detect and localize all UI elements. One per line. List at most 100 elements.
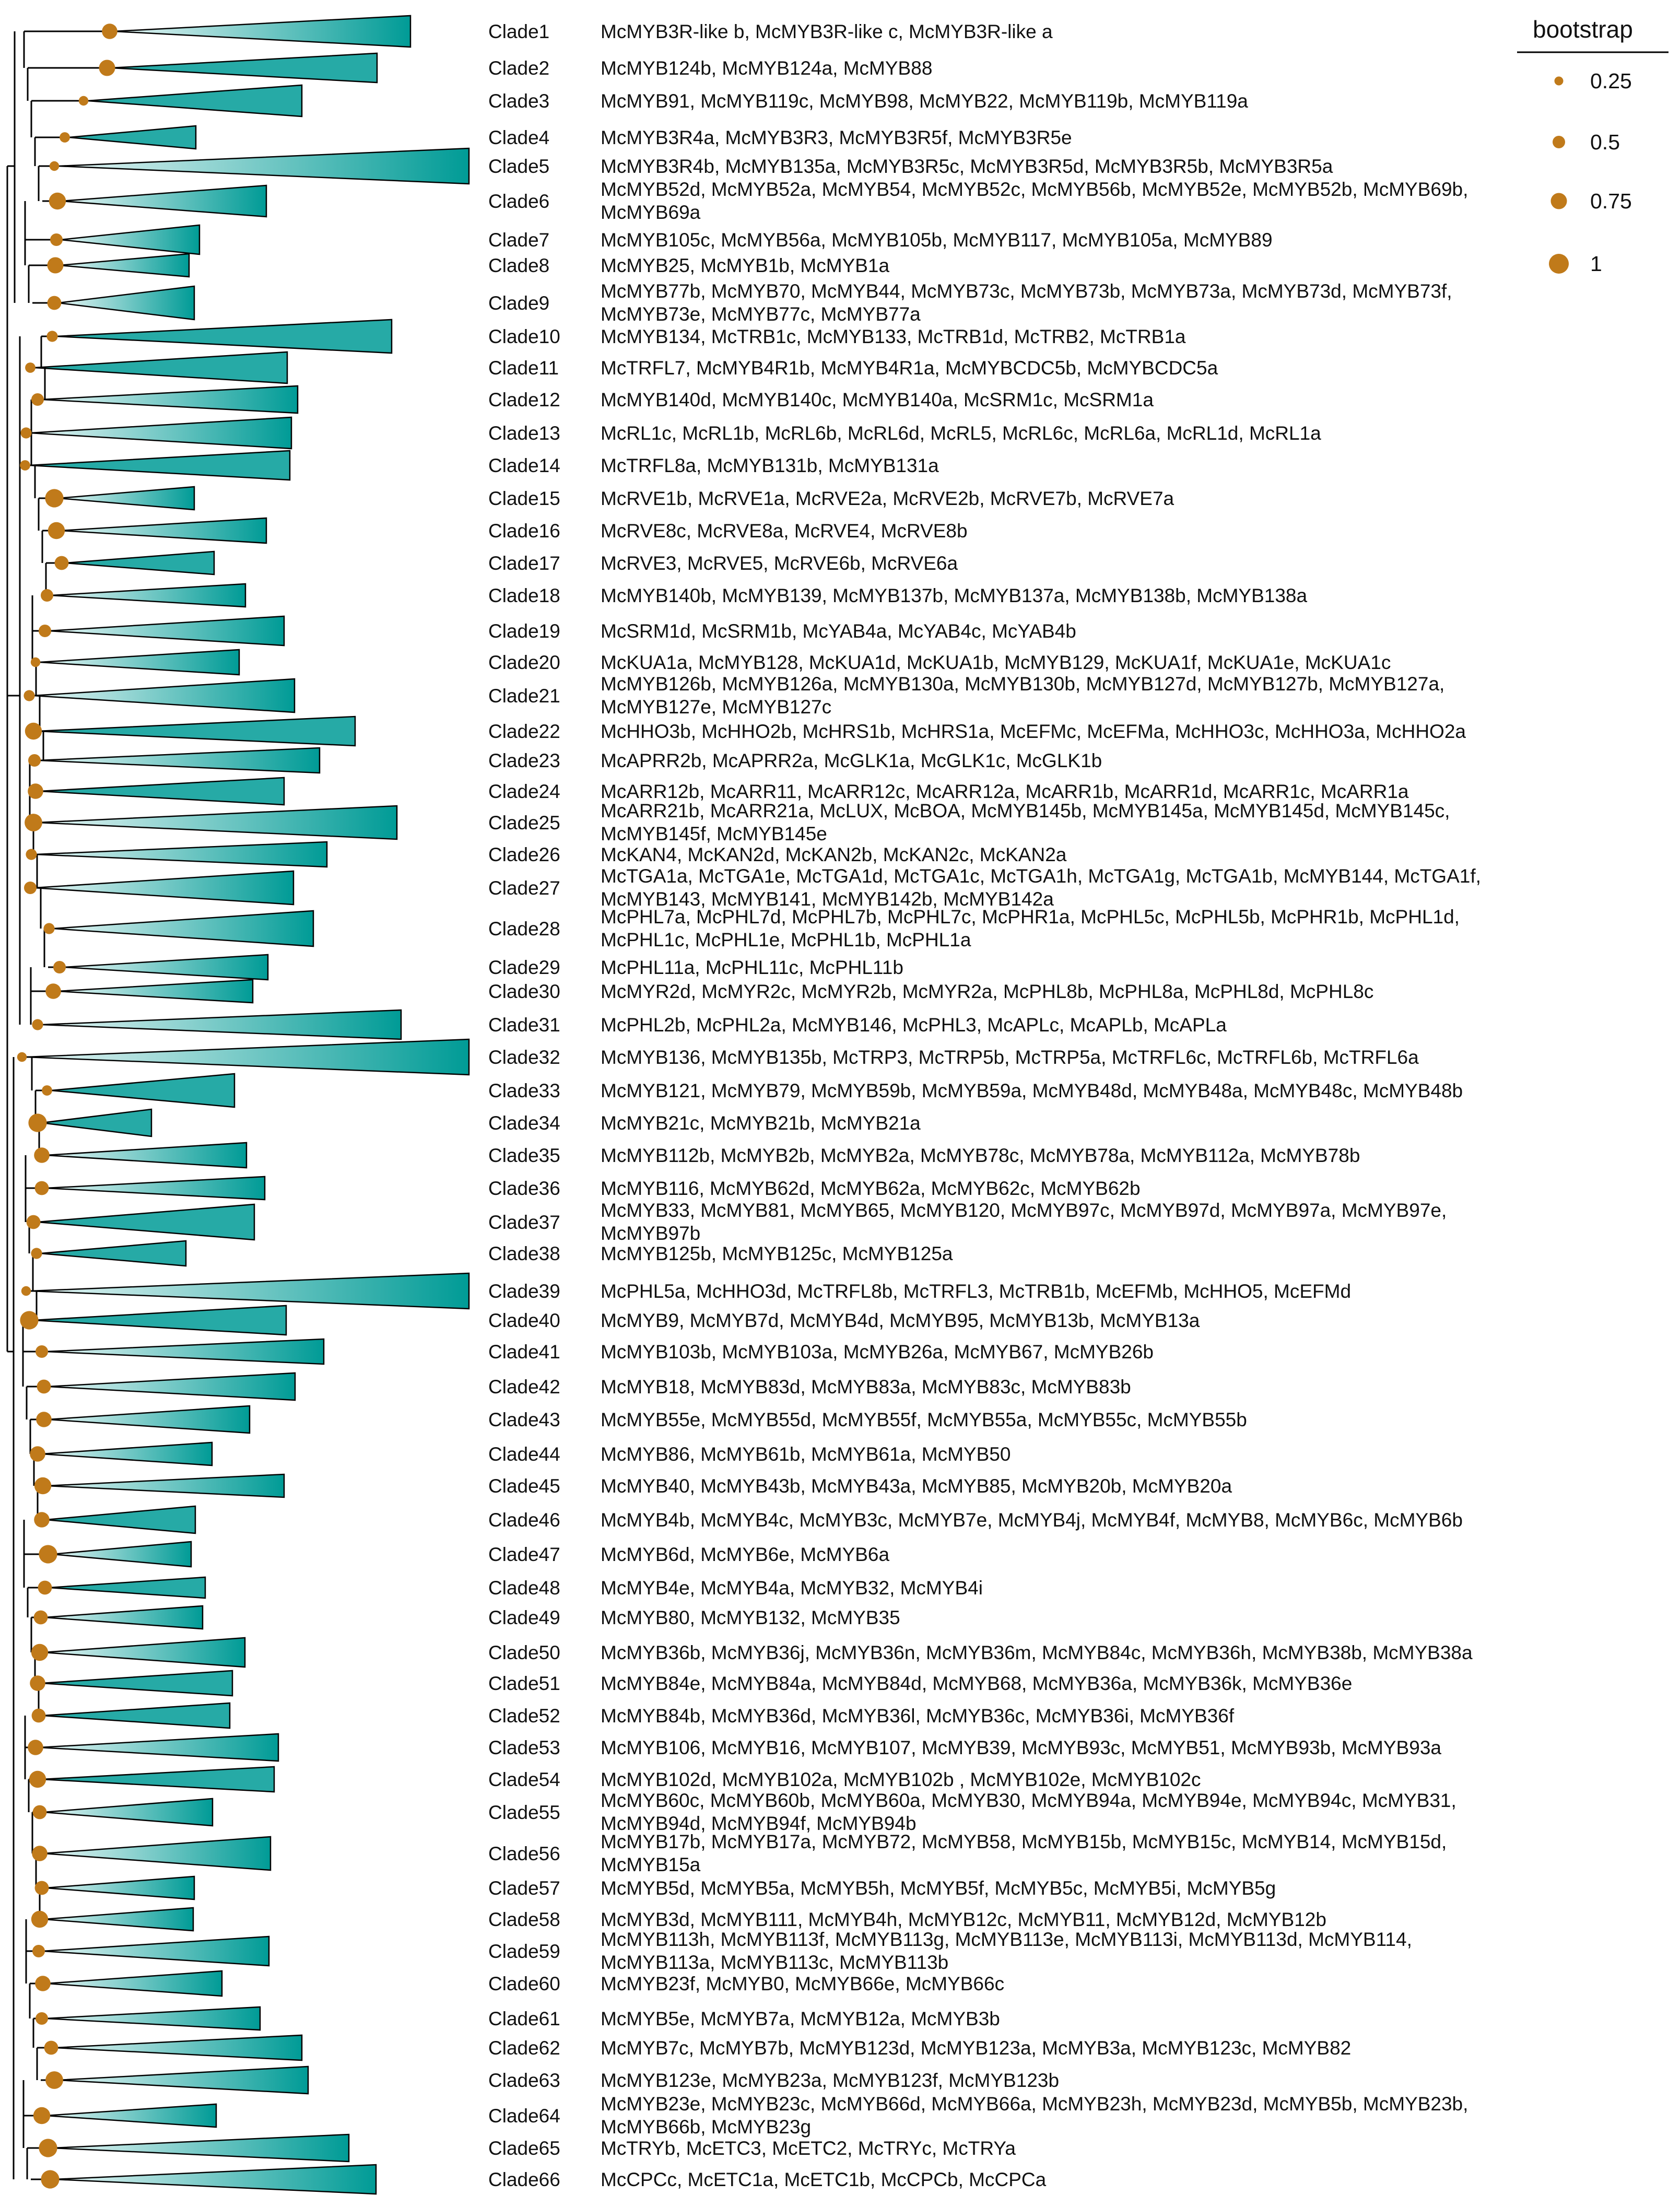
clade-members: McMYB33, McMYB81, McMYB65, McMYB120, McM… bbox=[601, 1200, 1447, 1221]
clade-label: Clade61 bbox=[488, 2008, 560, 2029]
bootstrap-node bbox=[46, 331, 58, 342]
clade-wedge bbox=[45, 1338, 325, 1365]
clade-members: McMYB103b, McMYB103a, McMYB26a, McMYB67,… bbox=[601, 1341, 1154, 1363]
bootstrap-node bbox=[31, 1248, 42, 1259]
bootstrap-node bbox=[21, 1286, 31, 1296]
clade-members: McMYB3R4b, McMYB135a, McMYB3R5c, McMYB3R… bbox=[601, 156, 1333, 177]
clade-wedge bbox=[26, 1038, 470, 1076]
clade-label: Clade66 bbox=[488, 2169, 560, 2190]
clade-wedges bbox=[26, 15, 470, 2195]
clade-wedge bbox=[29, 450, 291, 481]
clade-label: Clade65 bbox=[488, 2138, 560, 2159]
clade-label: Clade13 bbox=[488, 422, 560, 444]
clade-label: Clade18 bbox=[488, 585, 560, 606]
clade-wedge bbox=[34, 870, 295, 906]
bootstrap-node bbox=[47, 296, 62, 310]
clade-members: McMYB84e, McMYB84a, McMYB84d, McMYB68, M… bbox=[601, 1673, 1352, 1694]
clade-label: Clade15 bbox=[488, 488, 560, 509]
clade-members: McRVE1b, McRVE1a, McRVE2a, McRVE2b, McRV… bbox=[601, 488, 1174, 509]
bootstrap-node bbox=[37, 1379, 51, 1394]
clade-members: McMYB6d, McMYB6e, McMYB6a bbox=[601, 1544, 890, 1565]
clade-members: McRL1c, McRL1b, McRL6b, McRL6d, McRL5, M… bbox=[601, 422, 1321, 444]
clade-wedge bbox=[46, 1970, 223, 1997]
clade-members: McMYB3R4a, McMYB3R3, McMYB3R5f, McMYB3R5… bbox=[601, 127, 1072, 148]
clade-label: Clade23 bbox=[488, 750, 560, 771]
bootstrap-node bbox=[32, 1019, 43, 1030]
clade-label: Clade53 bbox=[488, 1737, 560, 1758]
clade-wedge bbox=[37, 805, 398, 840]
clade-members: McMYB5e, McMYB7a, McMYB12a, McMYB3b bbox=[601, 2008, 1000, 2029]
clade-wedge bbox=[52, 1541, 192, 1568]
clade-label: Clade52 bbox=[488, 1705, 560, 1727]
clade-label: Clade3 bbox=[488, 90, 549, 112]
clade-members: McARR21b, McARR21a, McLUX, McBOA, McMYB1… bbox=[601, 800, 1450, 821]
clade-members: McMYB25, McMYB1b, McMYB1a bbox=[601, 255, 890, 276]
clade-label: Clade54 bbox=[488, 1769, 560, 1790]
clade-members: McMYB21c, McMYB21b, McMYB21a bbox=[601, 1112, 921, 1134]
bootstrap-node bbox=[49, 161, 60, 171]
legend-label: 0.5 bbox=[1590, 130, 1620, 154]
bootstrap-node bbox=[20, 460, 30, 471]
clade-label: Clade51 bbox=[488, 1673, 560, 1694]
clade-label: Clade5 bbox=[488, 156, 549, 177]
clade-wedge bbox=[60, 224, 201, 255]
bootstrap-node bbox=[45, 2071, 63, 2089]
bootstrap-nodes bbox=[17, 24, 118, 2189]
clade-wedge bbox=[54, 2164, 377, 2195]
clade-members: McRVE8c, McRVE8a, McRVE4, McRVE8b bbox=[601, 520, 968, 542]
clade-wedge bbox=[46, 1473, 285, 1498]
clade-wedge bbox=[41, 385, 299, 414]
clade-label: Clade45 bbox=[488, 1475, 560, 1497]
bootstrap-node bbox=[31, 1644, 49, 1661]
clade-label: Clade64 bbox=[488, 2105, 560, 2127]
clade-label: Clade27 bbox=[488, 877, 560, 899]
clade-members: McTRFL7, McMYB4R1b, McMYB4R1a, McMYBCDC5… bbox=[601, 357, 1218, 379]
bootstrap-node bbox=[47, 257, 64, 274]
bootstrap-node bbox=[26, 849, 37, 860]
clade-wedge bbox=[45, 1875, 195, 1900]
legend-swatch bbox=[1553, 136, 1565, 148]
clade-members: McAPRR2b, McAPRR2a, McGLK1a, McGLK1c, Mc… bbox=[601, 750, 1102, 771]
bootstrap-node bbox=[32, 1945, 45, 1957]
clade-members: McMYB36b, McMYB36j, McMYB36n, McMYB36m, … bbox=[601, 1642, 1473, 1663]
bootstrap-node bbox=[36, 2012, 48, 2025]
clade-label: Clade16 bbox=[488, 520, 560, 542]
bootstrap-node bbox=[33, 1610, 48, 1625]
clade-label: Clade30 bbox=[488, 981, 560, 1002]
bootstrap-node bbox=[25, 362, 36, 373]
clade-members: McMYB3R-like b, McMYB3R-like c, McMYB3R-… bbox=[601, 21, 1053, 42]
bootstrap-node bbox=[33, 2107, 51, 2124]
clade-members: McMYB55e, McMYB55d, McMYB55f, McMYB55a, … bbox=[601, 1409, 1247, 1430]
clade-members: McMYB105c, McMYB56a, McMYB105b, McMYB117… bbox=[601, 229, 1273, 251]
clade-label: Clade39 bbox=[488, 1281, 560, 1302]
bootstrap-node bbox=[24, 690, 35, 701]
clade-label: Clade7 bbox=[488, 229, 549, 251]
clade-members: McPHL2b, McPHL2a, McMYB146, McPHL3, McAP… bbox=[601, 1014, 1227, 1036]
bootstrap-node bbox=[30, 1675, 45, 1691]
clade-members: McMYB60c, McMYB60b, McMYB60a, McMYB30, M… bbox=[601, 1790, 1456, 1811]
clade-wedge bbox=[35, 841, 328, 868]
clade-members: McTGA1a, McTGA1e, McTGA1d, McTGA1c, McTG… bbox=[601, 865, 1481, 887]
clade-label: Clade12 bbox=[488, 389, 560, 410]
clade-wedge bbox=[34, 351, 288, 384]
clade-wedge bbox=[33, 678, 296, 713]
clade-wedge bbox=[51, 583, 246, 608]
bootstrap-node bbox=[48, 522, 65, 539]
clade-label: Clade34 bbox=[488, 1112, 560, 1134]
clade-wedge bbox=[56, 319, 393, 354]
clade-label: Clade60 bbox=[488, 1973, 560, 1994]
bootstrap-node bbox=[32, 1846, 48, 1861]
bootstrap-node bbox=[34, 1512, 50, 1528]
bootstrap-node bbox=[50, 233, 63, 246]
clade-label: Clade17 bbox=[488, 553, 560, 574]
bootstrap-node bbox=[28, 754, 41, 767]
clade-wedge bbox=[42, 1935, 270, 1967]
bootstrap-node bbox=[28, 1740, 43, 1755]
clade-members: McMYB126b, McMYB126a, McMYB130a, McMYB13… bbox=[601, 673, 1444, 695]
clade-label: Clade38 bbox=[488, 1243, 560, 1264]
bootstrap-node bbox=[39, 625, 51, 637]
clade-members: McMYB23e, McMYB23c, McMYB66d, McMYB66a, … bbox=[601, 2093, 1468, 2115]
clade-label: Clade10 bbox=[488, 326, 560, 347]
bootstrap-node bbox=[31, 1910, 49, 1928]
clade-wedge bbox=[30, 416, 292, 450]
